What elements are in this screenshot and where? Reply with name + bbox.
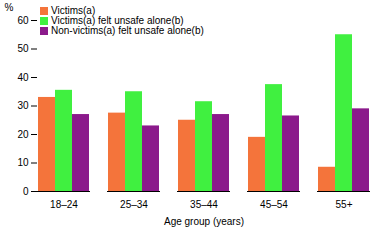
html-text:Victims(a) felt unsafe alone(b: Victims(a) felt unsafe alone(b) (51, 15, 184, 26)
svg-text:60: 60 (17, 15, 29, 26)
svg-text:18–24: 18–24 (50, 199, 78, 210)
svg-text:45–54: 45–54 (260, 199, 288, 210)
svg-text:40: 40 (17, 72, 29, 83)
svg-text:55+: 55+ (336, 199, 353, 210)
svg-text:30: 30 (17, 100, 29, 111)
svg-text:%: % (5, 2, 14, 13)
svg-text:50: 50 (17, 43, 29, 54)
svg-text:Age group (years): Age group (years) (164, 216, 244, 227)
html-text:Non-victims(a) felt unsafe alo: Non-victims(a) felt unsafe alone(b) (51, 25, 204, 36)
svg-text:25–34: 25–34 (120, 199, 148, 210)
svg-text:20: 20 (17, 129, 29, 140)
svg-text:10: 10 (17, 157, 29, 168)
svg-text:35–44: 35–44 (190, 199, 218, 210)
html-text:Victims(a): Victims(a) (51, 5, 96, 16)
svg-text:0: 0 (23, 186, 29, 197)
